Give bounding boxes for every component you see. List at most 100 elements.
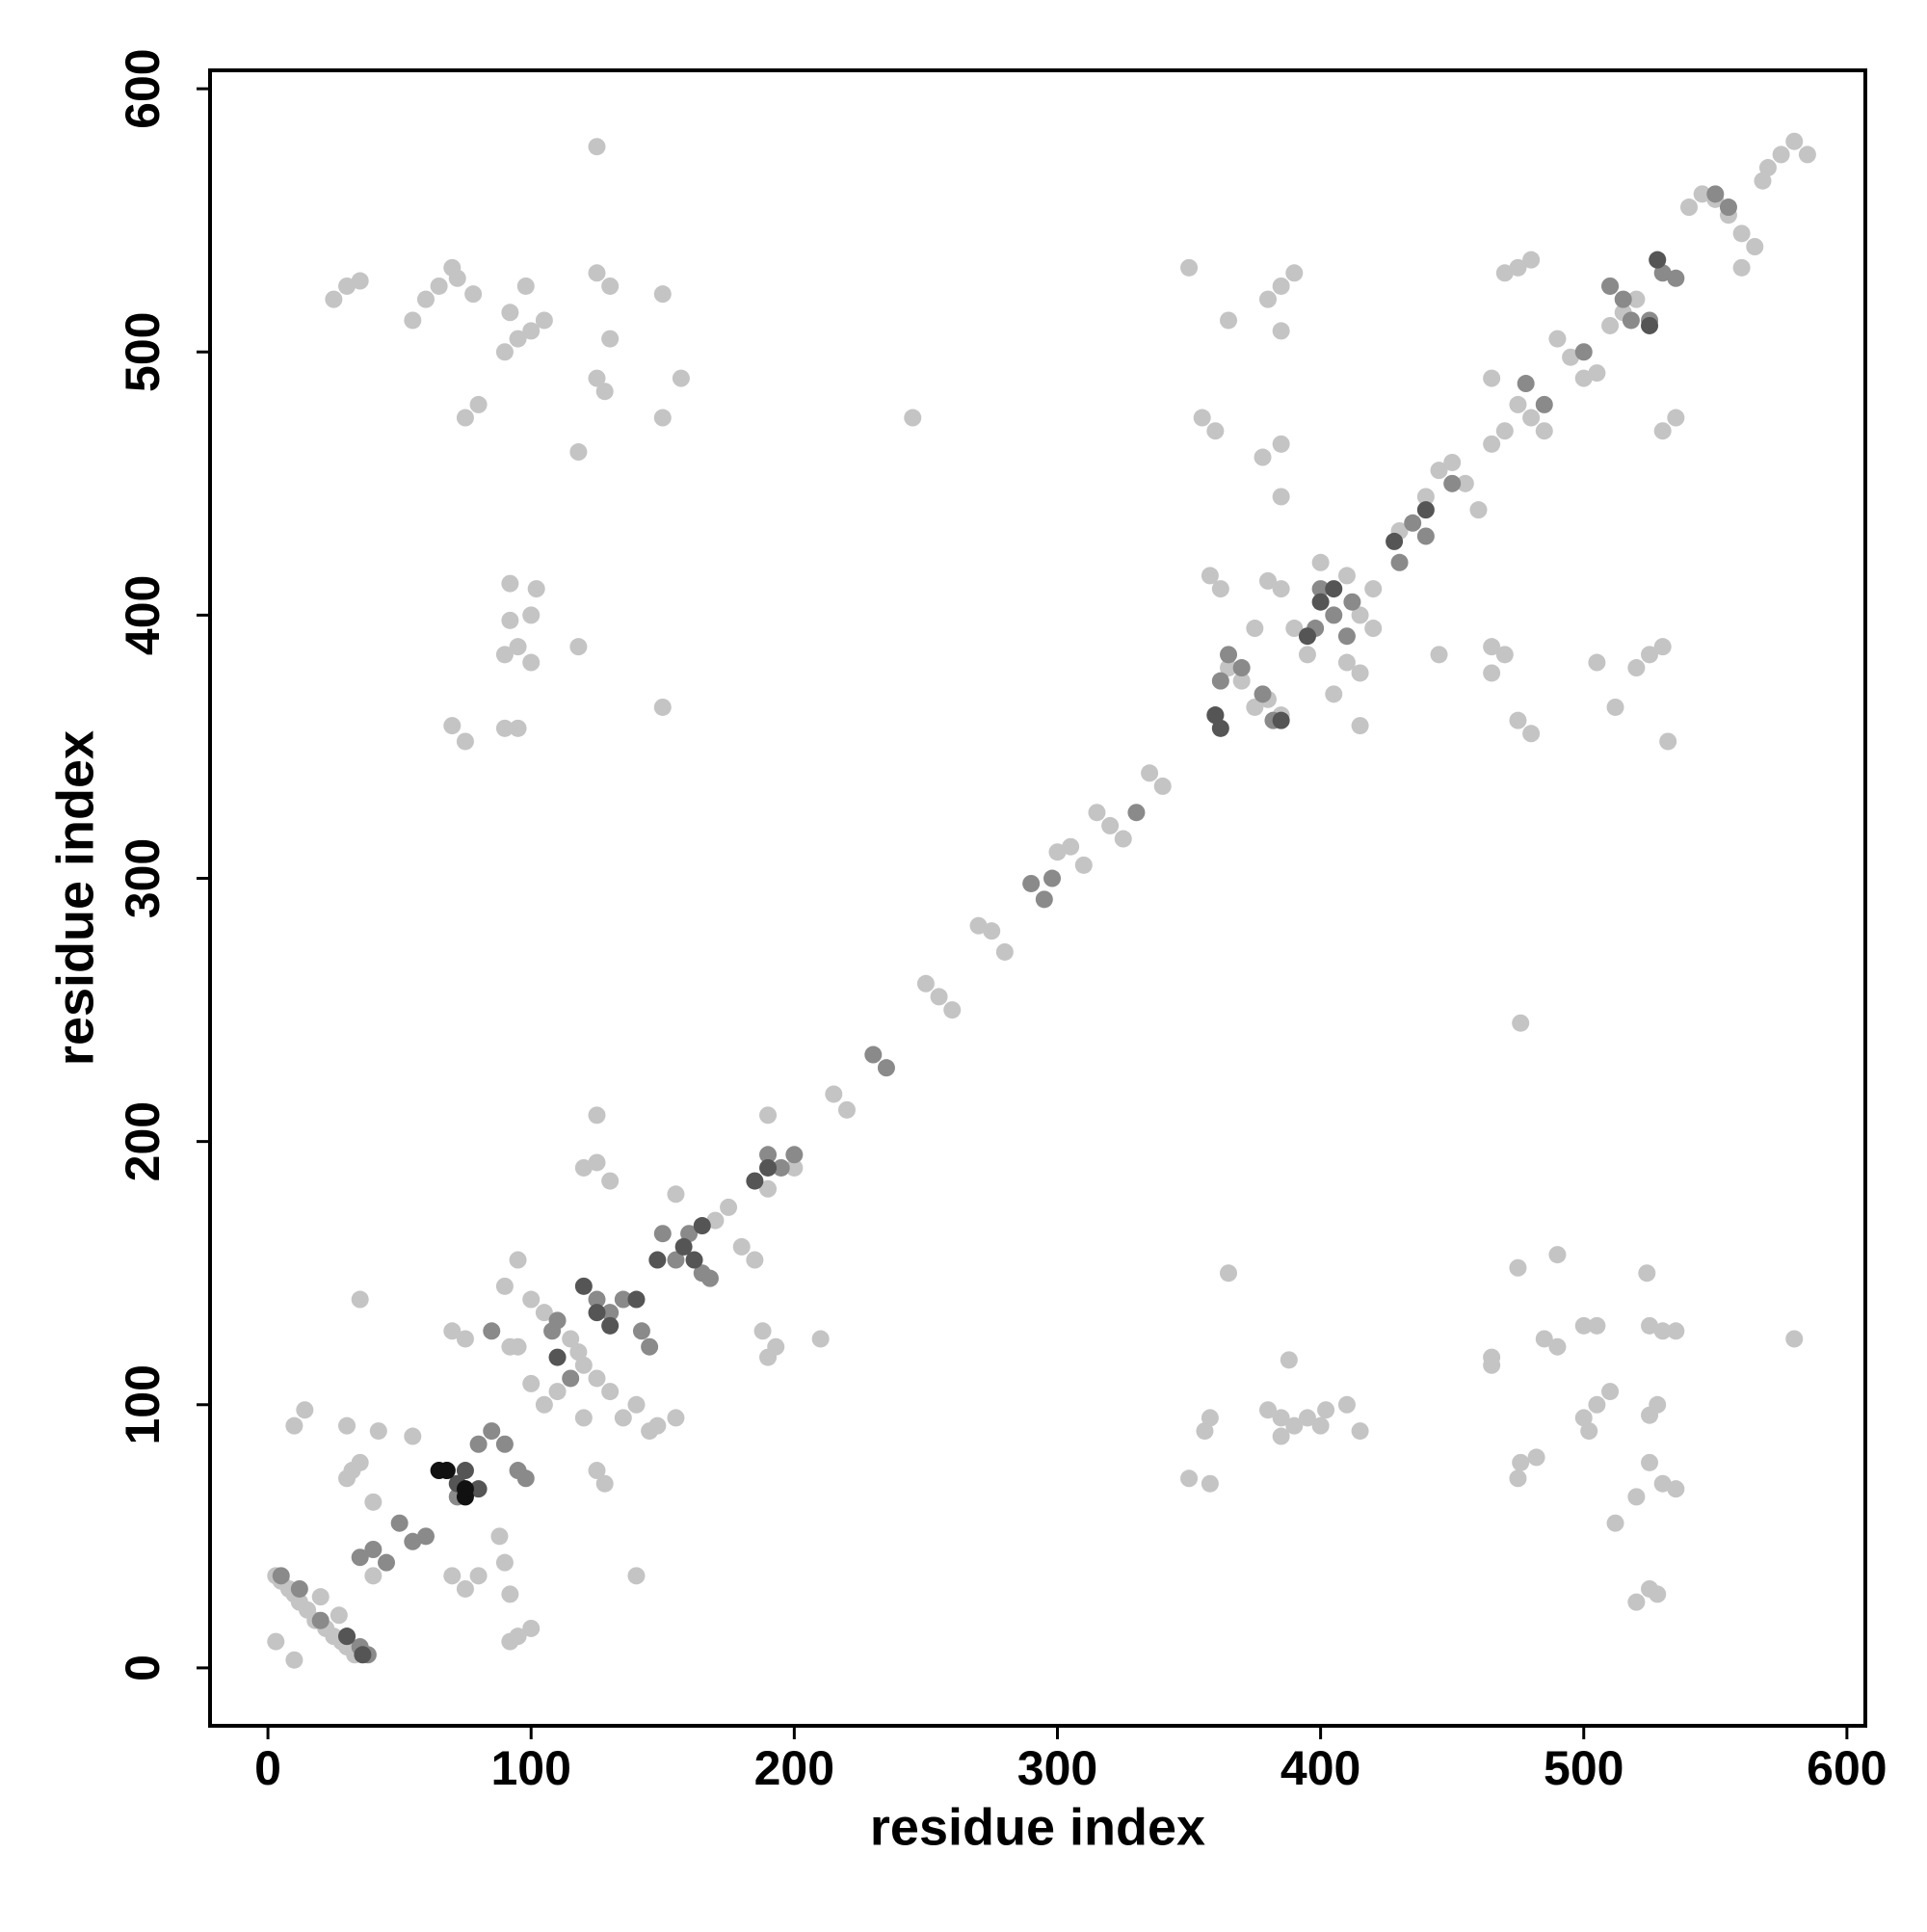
contact-point [1641, 1453, 1659, 1471]
contact-point [1509, 258, 1527, 277]
contact-point [811, 1330, 830, 1348]
contact-point [509, 1628, 527, 1646]
contact-point [1206, 422, 1225, 440]
contact-point [1416, 527, 1435, 545]
contact-point [516, 1469, 535, 1488]
contact-point [1754, 172, 1772, 190]
contact-point [1220, 1264, 1238, 1283]
contact-point [1254, 448, 1272, 466]
contact-point [667, 1185, 685, 1204]
contact-point [1527, 1448, 1545, 1467]
contact-point [969, 916, 988, 935]
contact-point [1337, 627, 1356, 646]
contact-point [1509, 1469, 1527, 1488]
contact-point [1201, 1409, 1219, 1427]
contact-point [1548, 330, 1567, 348]
contact-point [535, 1395, 553, 1414]
contact-point [1325, 606, 1343, 624]
contact-point [1483, 369, 1501, 387]
contact-point [588, 1290, 606, 1309]
contact-point [767, 1337, 785, 1356]
contact-point [437, 1462, 456, 1480]
contact-point [1580, 1422, 1598, 1441]
contact-point [1232, 672, 1251, 690]
contact-point [627, 1567, 646, 1585]
y-tick-label: 200 [116, 1101, 170, 1181]
contact-point [1272, 580, 1290, 598]
contact-point [1667, 409, 1685, 427]
contact-point [522, 606, 541, 624]
y-axis-label: residue index [46, 730, 104, 1066]
contact-point [351, 1453, 369, 1471]
contact-point [983, 922, 1001, 940]
contact-point [943, 1001, 962, 1019]
contact-point [1272, 1409, 1290, 1427]
contact-point [1206, 706, 1225, 725]
contact-point [700, 1269, 719, 1287]
contact-point [648, 1416, 667, 1435]
contact-point [1509, 395, 1527, 413]
contact-point [1311, 580, 1330, 598]
contact-point [720, 1198, 738, 1216]
contact-point [1430, 462, 1448, 480]
contact-point [1574, 369, 1593, 387]
x-tick-label: 300 [1017, 1741, 1097, 1795]
contact-point [1285, 264, 1304, 282]
contact-point [1659, 732, 1677, 751]
contact-point [1653, 1474, 1672, 1493]
contact-point [1732, 225, 1751, 243]
contact-point [685, 1251, 703, 1269]
x-tick-label: 600 [1807, 1741, 1887, 1795]
contact-point [404, 1427, 422, 1445]
contact-point [1649, 251, 1667, 269]
contact-point [443, 1322, 462, 1340]
contact-point [1785, 1330, 1804, 1348]
contact-point [672, 369, 690, 387]
y-tick-label: 0 [116, 1654, 170, 1681]
contact-point [1285, 620, 1304, 638]
contact-point [1622, 311, 1640, 330]
contact-point [522, 653, 541, 672]
contact-point [509, 330, 527, 348]
contact-point [1535, 1330, 1553, 1348]
contact-point [1280, 1351, 1298, 1369]
contact-point [1641, 646, 1659, 664]
contact-point [1517, 375, 1535, 393]
y-tick-label: 500 [116, 312, 170, 392]
contact-point [1201, 567, 1219, 585]
contact-point [1272, 1427, 1290, 1445]
contact-point [1298, 1409, 1316, 1427]
contact-point [448, 269, 466, 287]
contact-point [443, 1567, 462, 1585]
contact-point [1364, 620, 1383, 638]
contact-point [369, 1422, 387, 1441]
contact-point [588, 1462, 606, 1480]
contact-point [1246, 620, 1264, 638]
contact-point [404, 311, 422, 330]
contact-point [1311, 553, 1330, 571]
contact-point [469, 1435, 488, 1453]
contact-point [746, 1251, 764, 1269]
contact-point [1258, 571, 1277, 590]
contact-point [601, 1304, 620, 1322]
contact-point [759, 1106, 778, 1125]
contact-point [338, 1416, 356, 1435]
contact-point [377, 1553, 395, 1572]
contact-point [1495, 264, 1514, 282]
contact-point [653, 409, 672, 427]
contact-point [759, 1158, 778, 1177]
contact-point [601, 1316, 620, 1335]
contact-point [1483, 1356, 1501, 1374]
contact-point [1232, 659, 1251, 677]
contact-point [522, 1619, 541, 1637]
contact-point [1649, 1585, 1667, 1603]
contact-point [456, 1462, 474, 1480]
contact-point [1220, 646, 1238, 664]
contact-point [588, 1369, 606, 1388]
contact-point [588, 369, 606, 387]
contact-point [1469, 501, 1488, 519]
contact-point [1386, 532, 1404, 550]
x-tick-label: 100 [491, 1741, 571, 1795]
contact-point [667, 1251, 685, 1269]
